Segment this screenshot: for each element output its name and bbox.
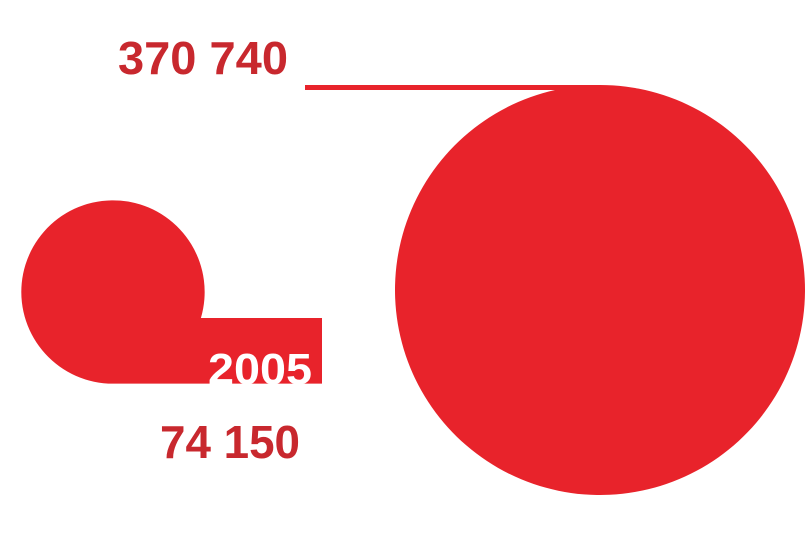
bubble-2005: [21, 200, 323, 384]
year-label-2015: 2015: [330, 32, 438, 84]
bubble-2015-group: 2015 370 740: [118, 32, 805, 495]
bubble-2005-group: 2005 74 150: [21, 200, 323, 468]
bubble-2015: [305, 85, 805, 495]
value-label-2015: 370 740: [118, 32, 288, 84]
value-label-2005: 74 150: [160, 416, 300, 468]
year-label-2005: 2005: [208, 345, 312, 394]
